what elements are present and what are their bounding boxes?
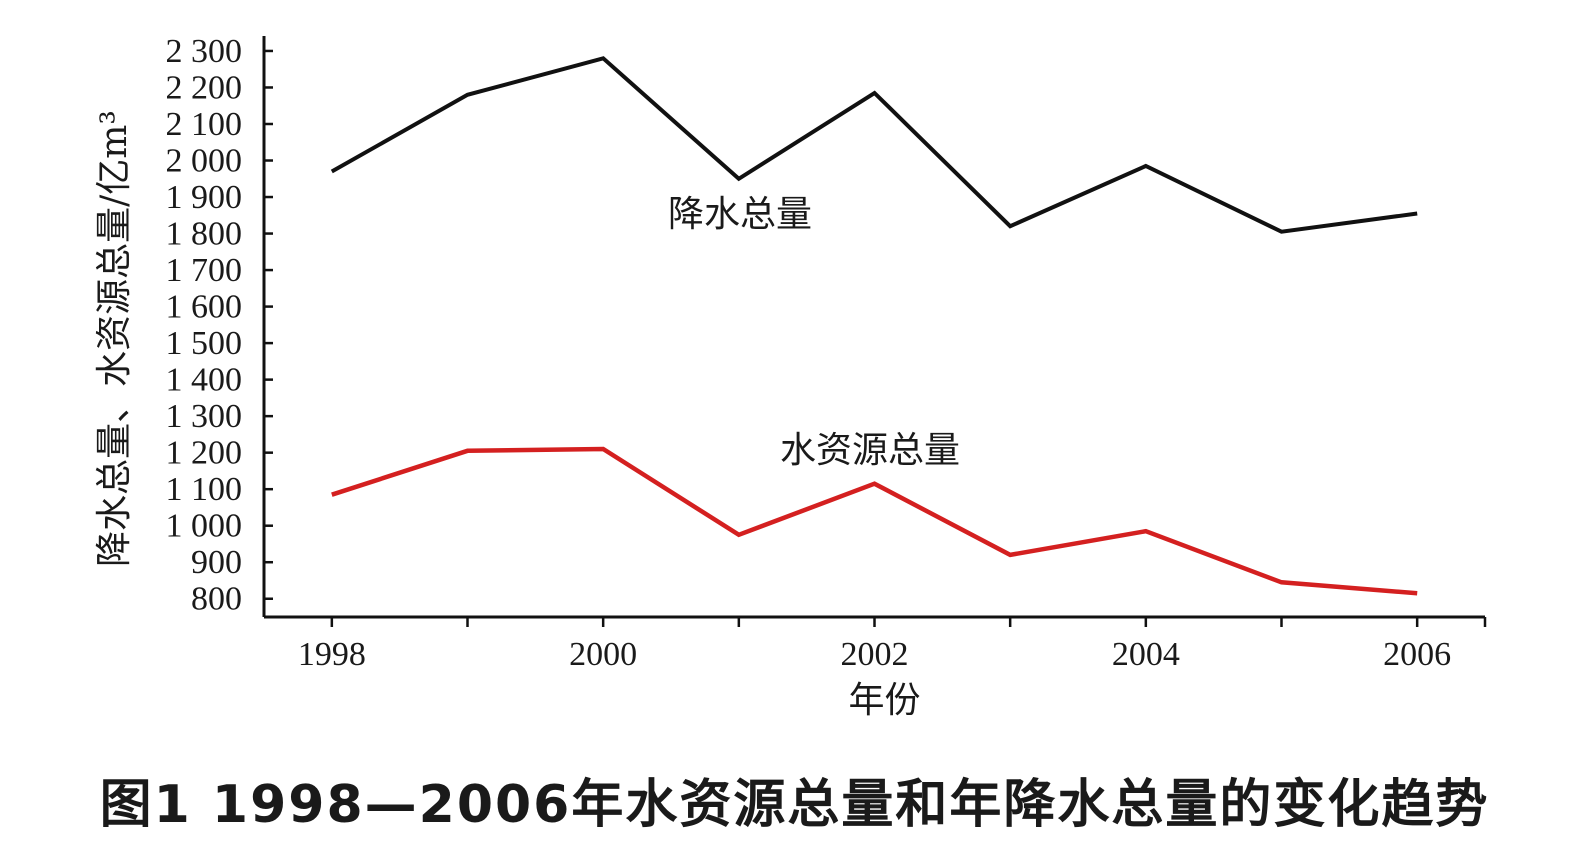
y-tick-label: 900 <box>191 544 242 581</box>
y-tick-label: 2 200 <box>166 69 243 106</box>
x-axis: 1998 2000 2002 2004 2006 <box>264 615 1487 673</box>
x-axis-title: 年份 <box>848 680 920 721</box>
y-axis-title: 降水总量、水资源总量/亿m³ <box>94 110 135 567</box>
y-tick-label: 1 000 <box>166 508 243 545</box>
y-tick-label: 1 600 <box>166 289 243 326</box>
x-tick-label: 1998 <box>298 636 366 673</box>
series-label-water-resources: 水资源总量 <box>780 430 960 471</box>
series-label-precipitation: 降水总量 <box>668 194 812 235</box>
y-tick-label: 1 500 <box>166 325 243 362</box>
y-tick-label: 1 100 <box>166 471 243 508</box>
y-tick-label: 800 <box>191 581 242 618</box>
y-tick-label: 1 900 <box>166 179 243 216</box>
y-tick-label: 2 300 <box>166 33 243 70</box>
y-tick-label: 1 700 <box>166 252 243 289</box>
series-line-1 <box>330 56 1418 234</box>
series-line-2 <box>331 446 1418 596</box>
y-tick-label: 1 300 <box>166 398 243 435</box>
x-tick-label: 2000 <box>569 636 637 673</box>
x-tick-label: 2006 <box>1383 636 1451 673</box>
figure-caption: 图1 1998—2006年水资源总量和年降水总量的变化趋势 <box>99 775 1490 835</box>
y-tick-label: 1 800 <box>166 216 243 253</box>
y-tick-label: 2 100 <box>166 106 243 143</box>
x-tick-label: 2004 <box>1112 636 1180 673</box>
y-tick-label: 1 200 <box>166 435 243 472</box>
y-tick-label: 2 000 <box>166 143 243 180</box>
x-tick-label: 2002 <box>841 636 909 673</box>
y-tick-label: 1 400 <box>166 362 243 399</box>
series-group <box>330 56 1418 596</box>
